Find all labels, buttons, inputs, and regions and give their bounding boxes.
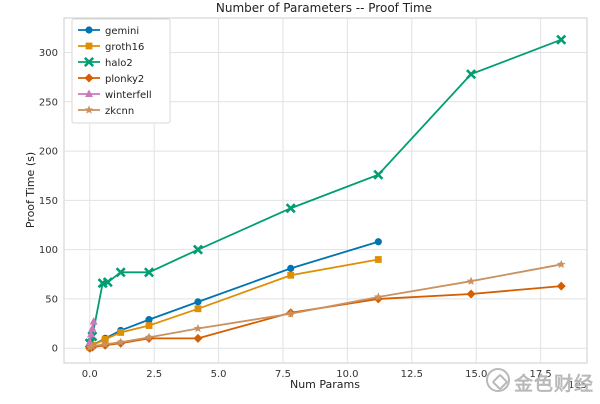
legend-marker-icon — [84, 105, 94, 114]
legend-label: winterfell — [105, 90, 152, 101]
data-point-zkcnn — [466, 276, 476, 285]
watermark: 金色财经 — [486, 366, 596, 396]
legend-marker-icon — [83, 56, 95, 68]
x-tick-label: 5.0 — [211, 369, 227, 380]
data-point-groth16 — [287, 271, 295, 279]
legend: gemini groth16 halo2 plonky2 winterfell zkcnn — [71, 18, 171, 124]
x-tick-label: 2.5 — [146, 369, 162, 380]
y-tick-label: 300 — [39, 48, 58, 59]
legend-item-plonky2: plonky2 — [78, 73, 144, 85]
legend-marker-icon — [84, 73, 94, 83]
chart-title: Number of Parameters -- Proof Time — [216, 1, 432, 15]
watermark-logo-icon — [486, 368, 510, 392]
legend-item-halo2: halo2 — [78, 56, 133, 69]
legend-marker-icon — [85, 89, 93, 97]
data-point-halo2 — [192, 244, 204, 255]
data-point-gemini — [194, 298, 202, 306]
data-point-groth16 — [117, 329, 125, 336]
y-tick-label: 100 — [39, 245, 58, 256]
legend-label: zkcnn — [105, 106, 134, 117]
series-line-zkcnn — [89, 263, 562, 349]
data-point-zkcnn — [286, 309, 296, 318]
legend-item-gemini: gemini — [78, 26, 139, 37]
series-winterfell — [85, 317, 98, 346]
tick-labels: 0.0 2.5 5.0 7.5 10.0 12.5 15.0 17.5 0 50 100 150 200… — [39, 48, 552, 380]
data-point-groth16 — [194, 305, 202, 313]
data-point-groth16 — [145, 322, 153, 329]
data-point-zkcnn — [100, 339, 110, 348]
data-point-halo2 — [285, 203, 296, 214]
data-point-winterfell — [89, 317, 98, 325]
y-tick-label: 50 — [45, 294, 58, 305]
legend-box — [71, 18, 171, 124]
x-axis-scale-label: 1e5 — [568, 380, 587, 391]
data-point-halo2 — [143, 267, 155, 278]
watermark-text: 金色财经 — [514, 373, 595, 395]
data-point-zkcnn — [116, 337, 126, 347]
legend-marker-icon — [85, 26, 93, 34]
data-point-zkcnn — [85, 342, 95, 351]
y-tick-label: 0 — [52, 344, 58, 355]
y-tick-label: 200 — [39, 147, 58, 158]
data-point-zkcnn — [193, 323, 203, 333]
data-point-halo2 — [102, 277, 113, 288]
legend-marker-icon — [85, 42, 93, 50]
y-tick-label: 250 — [39, 97, 58, 108]
data-point-zkcnn — [556, 259, 566, 269]
legend-item-zkcnn: zkcnn — [78, 105, 134, 117]
data-point-gemini — [145, 316, 153, 324]
data-point-groth16 — [101, 335, 109, 343]
data-point-groth16 — [374, 256, 382, 263]
x-tick-label: 0.0 — [82, 369, 98, 380]
series-line-plonky2 — [89, 285, 562, 350]
legend-label: groth16 — [105, 42, 144, 53]
x-tick-label: 15.0 — [465, 369, 487, 380]
data-point-zkcnn — [87, 341, 97, 350]
data-point-winterfell — [87, 329, 96, 338]
legend-label: plonky2 — [105, 74, 144, 85]
data-point-winterfell — [88, 324, 97, 332]
data-point-zkcnn — [373, 292, 383, 301]
y-axis-label: Proof Time (s) — [24, 152, 37, 228]
legend-item-groth16: groth16 — [78, 42, 144, 53]
legend-label: gemini — [105, 26, 139, 37]
data-point-halo2 — [466, 69, 477, 80]
data-point-plonky2 — [556, 281, 566, 291]
x-tick-label: 7.5 — [275, 369, 291, 380]
legend-label: halo2 — [105, 58, 133, 69]
data-point-halo2 — [373, 169, 384, 180]
y-tick-label: 150 — [39, 196, 58, 207]
data-point-gemini — [374, 238, 382, 246]
x-tick-label: 10.0 — [336, 369, 358, 380]
data-point-halo2 — [115, 267, 126, 278]
x-tick-label: 17.5 — [529, 369, 551, 380]
legend-item-winterfell: winterfell — [78, 89, 152, 101]
data-point-plonky2 — [193, 333, 203, 343]
data-point-plonky2 — [466, 289, 476, 299]
series-group — [84, 34, 567, 353]
series-zkcnn — [85, 259, 566, 351]
data-point-zkcnn — [144, 332, 154, 342]
data-point-halo2 — [556, 34, 567, 45]
x-axis-label: Num Params — [290, 378, 360, 391]
x-tick-label: 12.5 — [401, 369, 423, 380]
data-point-gemini — [287, 264, 295, 272]
